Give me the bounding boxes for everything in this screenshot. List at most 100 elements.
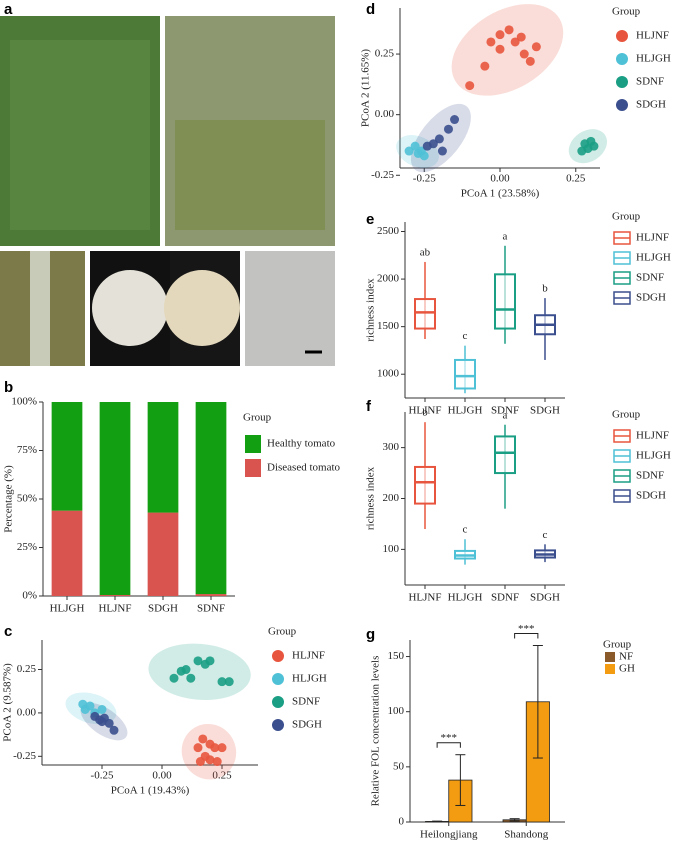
x-tick-label: Shandong — [504, 829, 549, 841]
point — [519, 49, 529, 59]
point — [404, 146, 414, 156]
x-tick-label: SDGH — [530, 592, 560, 604]
bar-segment — [147, 512, 179, 596]
legend-marker — [272, 696, 284, 708]
y-axis-title: PCoA 2 (9.587%) — [2, 663, 14, 742]
y-tick-label: 0.00 — [17, 706, 37, 718]
legend-label: SDNF — [636, 272, 664, 284]
legend-swatch — [245, 459, 261, 477]
y-axis-title: richness index — [365, 466, 377, 530]
point — [205, 755, 215, 765]
point — [212, 757, 222, 767]
legend-label: HLJNF — [292, 650, 325, 662]
significance-label: *** — [518, 623, 535, 635]
x-tick-label: SDNF — [491, 592, 519, 604]
x-axis-title: PCoA 1 (19.43%) — [111, 785, 190, 797]
point — [525, 56, 535, 66]
legend-label: SDGH — [636, 99, 666, 111]
photo-foliage — [10, 40, 150, 230]
photo-microscopy — [245, 251, 335, 366]
point — [217, 677, 227, 687]
x-tick-label: HLJNF — [408, 405, 441, 417]
point — [510, 37, 520, 47]
point — [504, 25, 514, 35]
x-tick-label: -0.25 — [413, 173, 436, 185]
point — [495, 30, 505, 40]
significance-letter: c — [463, 524, 468, 536]
legend-label: SDGH — [636, 292, 666, 304]
point — [78, 699, 88, 709]
legend-label: HLJGH — [636, 450, 671, 462]
photo-colony — [164, 270, 240, 346]
legend-marker — [616, 76, 628, 88]
legend-title: Group — [603, 639, 632, 651]
legend-label: SDNF — [292, 696, 320, 708]
y-axis-title: Percentage (%) — [3, 465, 15, 533]
y-tick-label: 100 — [388, 705, 405, 717]
point — [200, 659, 210, 669]
point — [531, 42, 541, 52]
legend-marker — [616, 99, 628, 111]
point — [193, 743, 203, 753]
panel-label: e — [366, 211, 374, 228]
x-tick-label: 0.00 — [490, 173, 510, 185]
legend-swatch — [245, 435, 261, 453]
x-tick-label: HLJGH — [448, 592, 483, 604]
legend-title: Group — [612, 409, 641, 421]
legend-label: HLJNF — [636, 430, 669, 442]
x-tick-label: HLJNF — [98, 603, 131, 615]
point — [410, 141, 420, 151]
y-tick-label: 50% — [17, 493, 37, 505]
photo-colony — [92, 270, 168, 346]
bar-segment — [195, 402, 227, 595]
y-tick-label: 300 — [383, 441, 400, 453]
box — [494, 273, 516, 330]
point — [186, 673, 196, 683]
legend-swatch — [605, 664, 615, 674]
y-tick-label: 200 — [383, 492, 400, 504]
y-tick-label: -0.25 — [371, 169, 394, 181]
y-tick-label: 25% — [17, 541, 37, 553]
point — [486, 37, 496, 47]
confidence-ellipse — [181, 723, 237, 780]
significance-letter: b — [422, 407, 428, 419]
point — [480, 61, 490, 71]
y-axis-title: PCoA 2 (11.65%) — [360, 49, 372, 127]
legend-label: HLJGH — [636, 252, 671, 264]
point — [422, 141, 432, 151]
significance-letter: b — [542, 283, 548, 295]
legend-swatch — [605, 652, 615, 662]
point — [97, 704, 107, 714]
y-tick-label: 100 — [383, 543, 400, 555]
box — [454, 358, 476, 390]
y-tick-label: 50 — [393, 760, 405, 772]
photo-stem-lesion — [30, 251, 50, 366]
significance-bracket — [514, 633, 539, 639]
point — [195, 757, 205, 767]
box — [414, 465, 436, 505]
bar-segment — [51, 402, 83, 511]
x-tick-label: SDNF — [491, 405, 519, 417]
legend-title: Group — [243, 412, 272, 424]
legend-title: Group — [268, 626, 297, 638]
point — [413, 148, 423, 158]
legend-marker — [616, 30, 628, 42]
legend-label: GH — [619, 663, 635, 675]
point — [465, 81, 475, 91]
bar-segment — [195, 594, 227, 596]
x-tick-label: SDGH — [530, 405, 560, 417]
legend-label: SDNF — [636, 470, 664, 482]
legend-label: SDNF — [636, 76, 664, 88]
panel-label: g — [366, 626, 375, 643]
photo-panel — [0, 16, 335, 366]
legend-label: HLJNF — [636, 232, 669, 244]
significance-bracket — [436, 742, 461, 748]
legend-label: NF — [619, 651, 633, 663]
legend-label: SDGH — [636, 490, 666, 502]
legend-label: HLJGH — [636, 53, 671, 65]
significance-letter: c — [543, 529, 548, 541]
photo-foliage — [175, 120, 325, 230]
legend-marker — [272, 673, 284, 685]
box — [414, 298, 436, 330]
